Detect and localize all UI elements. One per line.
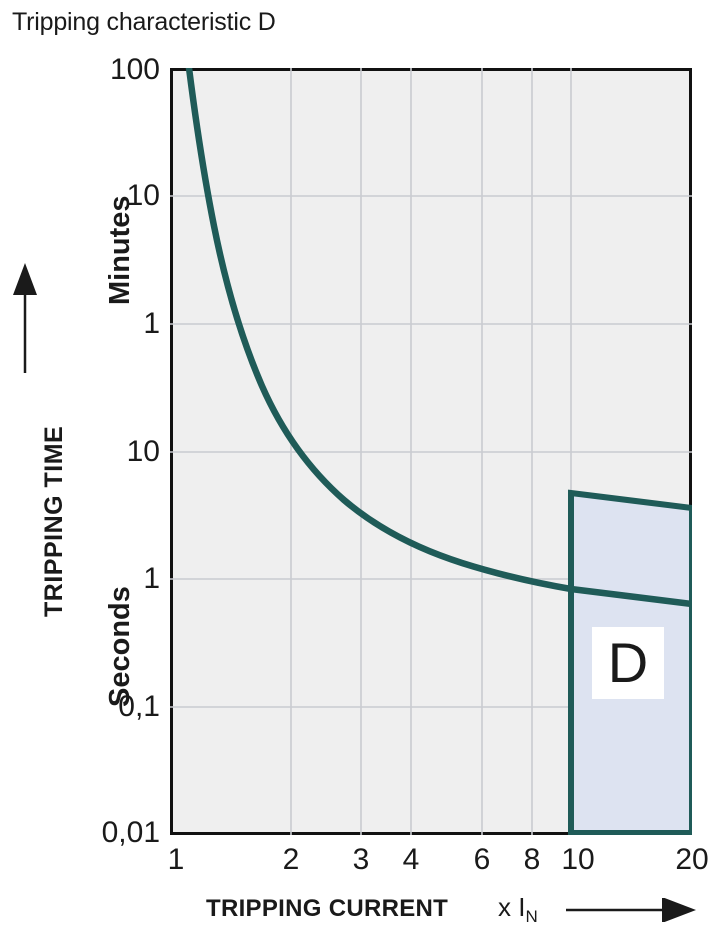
x-tick-20: 20 [675,843,709,876]
y-axis-group-minutes: Minutes [104,195,136,305]
x-axis-unit-subscript: N [525,907,538,927]
y-axis-title: TRIPPING TIME [40,425,68,617]
y-axis-group-seconds: Seconds [104,586,136,707]
y-tick-100-minutes: 100 [109,53,160,86]
x-tick-1: 1 [167,843,185,876]
x-tick-3: 3 [352,843,370,876]
x-axis-title: TRIPPING CURRENT [206,895,449,922]
x-tick-2: 2 [282,843,300,876]
x-tick-10: 10 [561,843,595,876]
x-tick-4: 4 [402,843,420,876]
region-d-label: D [592,627,664,699]
x-tick-8: 8 [523,843,541,876]
y-tick-10-seconds: 10 [126,435,160,468]
y-tick-0-01-second: 0,01 [101,816,160,849]
page-title: Tripping characteristic D [12,8,276,36]
y-tick-1-minute: 1 [143,307,160,340]
x-tick-6: 6 [473,843,491,876]
x-axis-unit: x IN [498,892,538,927]
chart-plot-area [170,68,692,835]
tripping-curve [185,68,692,608]
chart-series-layer [185,68,692,835]
region-d-border [568,489,692,835]
x-axis-unit-text: x I [498,892,526,922]
x-axis-arrow-icon [566,898,696,922]
y-tick-0-1-second: 0,1 [118,690,160,723]
y-axis-arrow-icon [13,263,37,373]
